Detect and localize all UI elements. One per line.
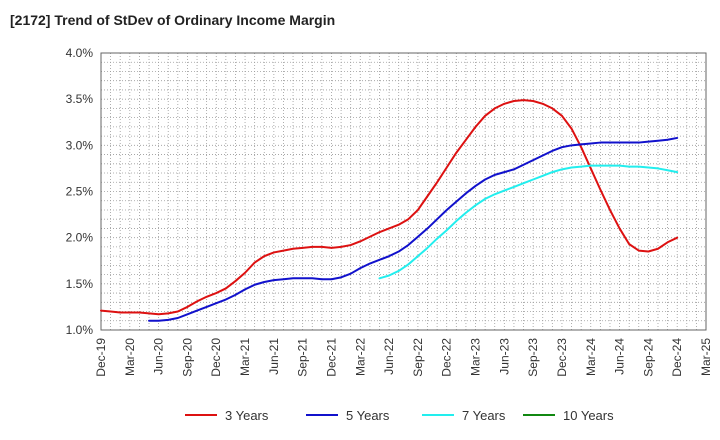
x-tick-label: Jun-24 — [613, 338, 627, 375]
grid-layer — [100, 52, 707, 331]
x-tick-label: Sep-21 — [296, 338, 310, 377]
y-tick-label: 3.5% — [66, 92, 94, 106]
chart-title: [2172] Trend of StDev of Ordinary Income… — [10, 12, 336, 28]
y-tick-label: 1.5% — [66, 277, 94, 291]
y-tick-label: 4.0% — [66, 46, 94, 60]
x-tick-label: Jun-22 — [382, 338, 396, 375]
x-tick-label: Dec-24 — [670, 338, 684, 377]
plot-border — [100, 52, 707, 331]
x-tick-label: Dec-22 — [440, 338, 454, 377]
x-tick-label: Sep-22 — [411, 338, 425, 377]
x-tick-label: Dec-20 — [209, 338, 223, 377]
x-tick-label: Jun-21 — [267, 338, 281, 375]
x-tick-label: Jun-20 — [152, 338, 166, 375]
x-tick-label: Mar-24 — [584, 338, 598, 376]
x-tick-label: Dec-23 — [555, 338, 569, 377]
legend-label: 7 Years — [462, 408, 506, 423]
y-tick-label: 2.0% — [66, 231, 94, 245]
x-tick-label: Dec-21 — [324, 338, 338, 377]
x-tick-label: Sep-24 — [641, 338, 655, 377]
x-tick-label: Mar-20 — [123, 338, 137, 376]
legend-label: 5 Years — [346, 408, 390, 423]
x-tick-label: Mar-21 — [238, 338, 252, 376]
legend: 3 Years 5 Years 7 Years 10 Years — [185, 408, 614, 423]
x-tick-label: Mar-23 — [469, 338, 483, 376]
x-tick-label: Mar-25 — [699, 338, 713, 376]
series-line-3-years — [100, 99, 679, 316]
series-line-7-years — [378, 164, 679, 280]
x-tick-label: Jun-23 — [497, 338, 511, 375]
y-tick-label: 3.0% — [66, 138, 94, 152]
x-tick-label: Dec-19 — [94, 338, 108, 377]
x-axis: Dec-19 Mar-20 Jun-20 Sep-20 Dec-20 Mar-21 Jun-… — [94, 338, 713, 377]
x-tick-label: Sep-23 — [526, 338, 540, 377]
x-tick-label: Sep-20 — [180, 338, 194, 377]
series-line-5-years — [148, 136, 679, 322]
x-tick-label: Mar-22 — [353, 338, 367, 376]
legend-label: 3 Years — [225, 408, 269, 423]
y-tick-label: 1.0% — [66, 323, 94, 337]
y-tick-label: 2.5% — [66, 185, 94, 199]
y-axis: 1.0% 1.5% 2.0% 2.5% 3.0% 3.5% 4.0% — [66, 46, 94, 337]
plot-frame — [100, 52, 707, 331]
legend-label: 10 Years — [563, 408, 614, 423]
series-layer — [100, 99, 679, 322]
